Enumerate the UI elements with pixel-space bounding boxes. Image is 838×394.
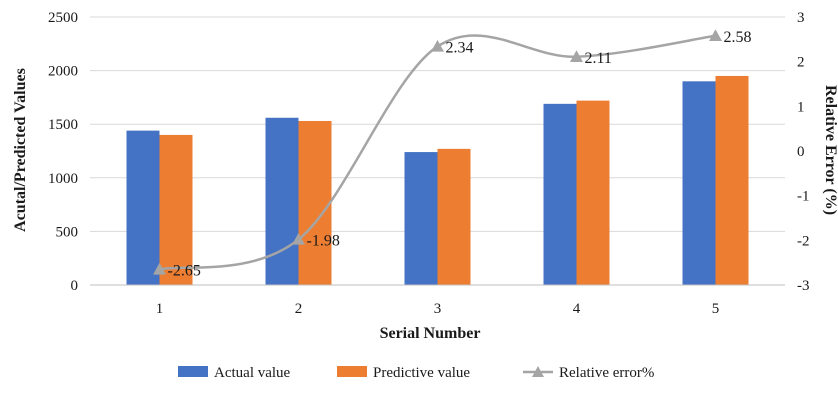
legend-swatch bbox=[178, 366, 208, 377]
bar bbox=[404, 152, 438, 285]
error-marker bbox=[153, 262, 166, 275]
error-data-label: 2.34 bbox=[446, 39, 474, 56]
error-data-label: -2.65 bbox=[168, 262, 201, 279]
x-axis-title: Serial Number bbox=[380, 325, 481, 342]
x-tick-label: 2 bbox=[295, 301, 303, 317]
y2-tick-label: 3 bbox=[797, 10, 805, 26]
error-line-path bbox=[159, 34, 716, 271]
error-marker bbox=[570, 50, 583, 62]
y-tick-label: 1000 bbox=[48, 171, 78, 187]
bar bbox=[682, 81, 716, 285]
y2-tick-label: 2 bbox=[797, 55, 805, 71]
legend-marker bbox=[532, 366, 544, 377]
x-tick-label: 4 bbox=[573, 301, 581, 317]
bar bbox=[265, 117, 299, 285]
error-marker bbox=[292, 232, 305, 245]
y-tick-label: 2500 bbox=[48, 10, 78, 26]
error-marker bbox=[431, 39, 444, 52]
legend-label: Actual value bbox=[214, 365, 291, 381]
legend-swatch bbox=[337, 366, 367, 377]
y-tick-label: 500 bbox=[56, 224, 79, 240]
y-tick-label: 1500 bbox=[48, 117, 78, 133]
error-data-label: 2.11 bbox=[585, 50, 612, 67]
y-tick-label: 2000 bbox=[48, 64, 78, 80]
bar bbox=[159, 134, 193, 285]
bar bbox=[576, 100, 610, 285]
legend: Actual value Predictive value Relative err… bbox=[178, 365, 654, 381]
bar bbox=[126, 130, 160, 285]
axes: 0 500 1000 1500 2000 2500 -3 -2 -1 0 1 2 3 1 2 3 4 5 bbox=[48, 10, 810, 317]
y-axis-title: Acutal/Predicted Values bbox=[12, 68, 29, 232]
error-data-label: -1.98 bbox=[307, 232, 340, 249]
y2-tick-label: -1 bbox=[797, 189, 810, 205]
y2-tick-label: 1 bbox=[797, 99, 805, 115]
gridlines bbox=[90, 16, 785, 232]
y2-tick-label: 0 bbox=[797, 144, 805, 160]
error-data-label: 2.58 bbox=[724, 29, 752, 46]
error-marker bbox=[709, 29, 722, 41]
data-labels: -2.65 -1.98 2.34 2.11 2.58 bbox=[168, 29, 752, 280]
error-line bbox=[153, 29, 722, 275]
y-tick-label: 0 bbox=[71, 278, 79, 294]
x-tick-label: 5 bbox=[712, 301, 720, 317]
y2-axis-title: Relative Error (%) bbox=[822, 85, 838, 215]
bar bbox=[298, 120, 332, 285]
legend-label: Predictive value bbox=[373, 365, 470, 381]
y2-tick-label: -3 bbox=[797, 278, 810, 294]
x-tick-label: 1 bbox=[156, 301, 164, 317]
bars bbox=[126, 75, 749, 286]
bar bbox=[543, 103, 577, 285]
legend-label: Relative error% bbox=[559, 365, 654, 381]
x-tick-label: 3 bbox=[434, 301, 442, 317]
bar bbox=[437, 148, 471, 285]
bar bbox=[715, 75, 749, 286]
y2-tick-label: -2 bbox=[797, 233, 810, 249]
